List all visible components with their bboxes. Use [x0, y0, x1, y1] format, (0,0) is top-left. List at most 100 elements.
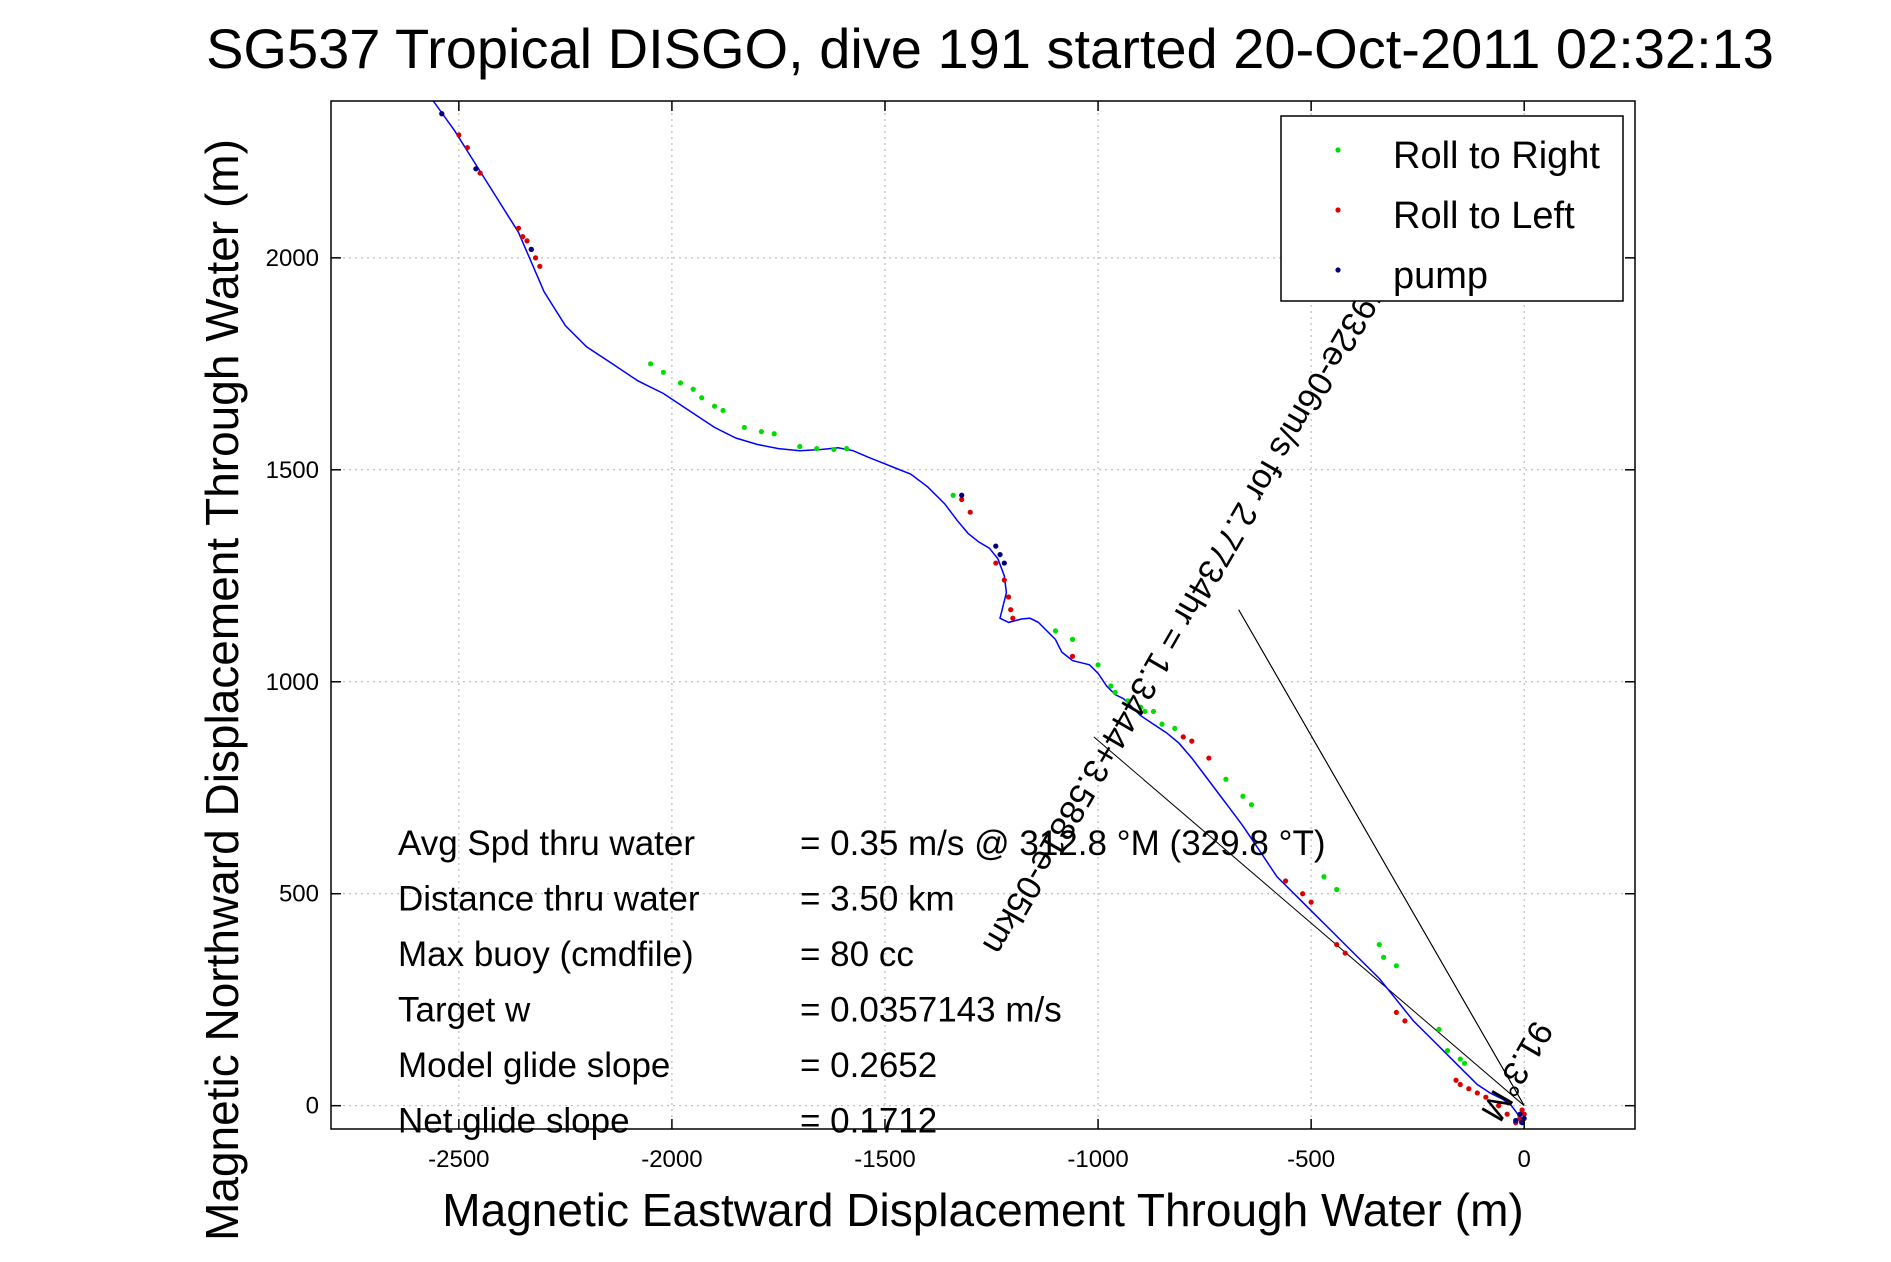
- roll-right-point: [1376, 941, 1382, 948]
- pump-point: [1521, 1115, 1527, 1122]
- roll-left-point: [1206, 755, 1212, 761]
- roll-right-point: [1108, 683, 1114, 689]
- stat-label: Target w: [398, 991, 531, 1030]
- chart-title: SG537 Tropical DISGO, dive 191 started 2…: [206, 17, 1774, 80]
- y-tick-label: 2000: [266, 245, 319, 272]
- roll-left-point: [1393, 1009, 1399, 1016]
- roll-right-point: [1393, 963, 1399, 969]
- roll-left-point: [1457, 1081, 1463, 1088]
- roll-left-point: [1474, 1090, 1480, 1096]
- roll-left-point: [1519, 1107, 1525, 1113]
- pump-point: [1001, 560, 1007, 566]
- roll-left-point: [1010, 615, 1016, 621]
- legend-marker: [1335, 207, 1341, 213]
- guide-lines: [1093, 609, 1525, 1107]
- pump-point: [993, 543, 999, 549]
- stat-label: Max buoy (cmdfile): [398, 935, 694, 974]
- roll-left-point: [1402, 1018, 1408, 1024]
- x-tick-label: 0: [1518, 1146, 1531, 1173]
- roll-left-point: [456, 132, 462, 138]
- roll-right-point: [1457, 1056, 1463, 1062]
- roll-left-point: [1300, 891, 1306, 897]
- roll-left-point: [1189, 738, 1195, 744]
- stat-value: = 3.50 km: [800, 880, 955, 919]
- roll-right-point: [1159, 721, 1165, 727]
- roll-left-point: [1001, 577, 1007, 583]
- track-line: [432, 100, 1526, 1125]
- roll-right-point: [950, 492, 956, 498]
- roll-left-point: [1334, 941, 1340, 948]
- y-axis-label: Magnetic Northward Displacement Through …: [196, 139, 248, 1241]
- roll-left-point: [532, 255, 539, 261]
- roll-right-point: [1240, 793, 1246, 799]
- stat-label: Distance thru water: [398, 880, 700, 919]
- x-axis-ticks: -2500 -2000 -1500 -1000 -500 0: [428, 101, 1531, 1173]
- stat-value: = 0.0357143 m/s: [800, 991, 1062, 1030]
- roll-right-point: [1125, 698, 1131, 704]
- stat-label: Avg Spd thru water: [398, 824, 695, 863]
- stat-value: = 0.2652: [800, 1046, 937, 1085]
- pump-point: [1519, 1120, 1525, 1126]
- roll-right-point: [1095, 662, 1101, 668]
- roll-left-point: [1008, 607, 1014, 613]
- roll-right-point: [1112, 689, 1118, 695]
- x-axis-label: Magnetic Eastward Displacement Through W…: [442, 1184, 1523, 1236]
- roll-left-point: [537, 263, 543, 269]
- roll-left-point: [959, 496, 965, 503]
- roll-right-point: [648, 361, 654, 367]
- roll-left-point: [1069, 653, 1076, 659]
- y-axis-ticks: 0 500 1000 1500 2000: [266, 245, 1635, 1120]
- x-tick-label: -500: [1287, 1146, 1335, 1173]
- roll-left-point: [993, 560, 999, 566]
- roll-right-point: [844, 446, 850, 452]
- pump-point: [528, 246, 534, 252]
- roll-right-point: [1142, 708, 1148, 715]
- legend-label: Roll to Right: [1393, 135, 1600, 177]
- roll-right-point: [1380, 954, 1387, 960]
- roll-right-point: [1069, 636, 1076, 642]
- roll-left-point: [1282, 878, 1289, 884]
- roll-right-point: [1334, 886, 1340, 893]
- y-tick-label: 500: [279, 881, 319, 908]
- stat-label: Model glide slope: [398, 1046, 670, 1085]
- stats-block: Avg Spd thru water = 0.35 m/s @ 312.8 °M …: [398, 824, 1326, 1141]
- roll-left-point: [1180, 734, 1186, 740]
- stat-label: Net glide slope: [398, 1102, 630, 1141]
- y-tick-label: 1500: [266, 457, 319, 484]
- roll-right-point: [1444, 1047, 1451, 1054]
- roll-left-point: [1342, 950, 1348, 956]
- roll-left-point: [1453, 1077, 1459, 1083]
- roll-left-point: [1466, 1086, 1472, 1092]
- roll-left-point: [967, 509, 973, 515]
- roll-right-point: [1248, 802, 1255, 808]
- roll-left-point: [1504, 1111, 1510, 1117]
- roll-right-point: [1052, 628, 1059, 634]
- roll-right-point: [1461, 1060, 1468, 1066]
- track-layer: [432, 100, 1526, 1125]
- roll-right-point: [771, 431, 777, 437]
- x-tick-label: -1500: [854, 1146, 915, 1173]
- marker-layer: [439, 111, 1527, 1126]
- roll-right-point: [690, 386, 696, 392]
- roll-right-point: [758, 429, 765, 435]
- roll-right-point: [1223, 776, 1229, 782]
- roll-left-point: [515, 225, 522, 231]
- roll-right-point: [660, 369, 666, 375]
- y-tick-label: 0: [306, 1093, 319, 1120]
- roll-right-point: [1321, 874, 1327, 880]
- stat-value: = 0.1712: [800, 1102, 937, 1141]
- stat-value: = 80 cc: [800, 935, 914, 974]
- roll-left-point: [1521, 1111, 1527, 1117]
- legend-marker: [1335, 147, 1341, 153]
- roll-right-point: [1172, 725, 1178, 731]
- roll-left-point: [477, 170, 483, 176]
- roll-right-point: [1150, 708, 1157, 715]
- guide-line: [1238, 609, 1525, 1106]
- legend-label: pump: [1393, 255, 1488, 297]
- roll-right-point: [699, 395, 705, 401]
- y-tick-label: 1000: [266, 669, 319, 696]
- roll-right-point: [677, 380, 684, 386]
- pump-point: [997, 551, 1003, 558]
- x-tick-label: -2000: [641, 1146, 702, 1173]
